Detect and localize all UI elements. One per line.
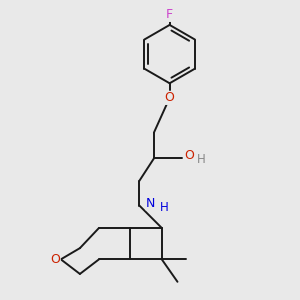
- Text: H: H: [160, 201, 168, 214]
- Text: H: H: [196, 153, 205, 166]
- Text: O: O: [50, 253, 60, 266]
- Text: F: F: [166, 8, 173, 21]
- Text: O: O: [165, 91, 175, 104]
- Text: O: O: [184, 148, 194, 161]
- Text: N: N: [146, 197, 155, 210]
